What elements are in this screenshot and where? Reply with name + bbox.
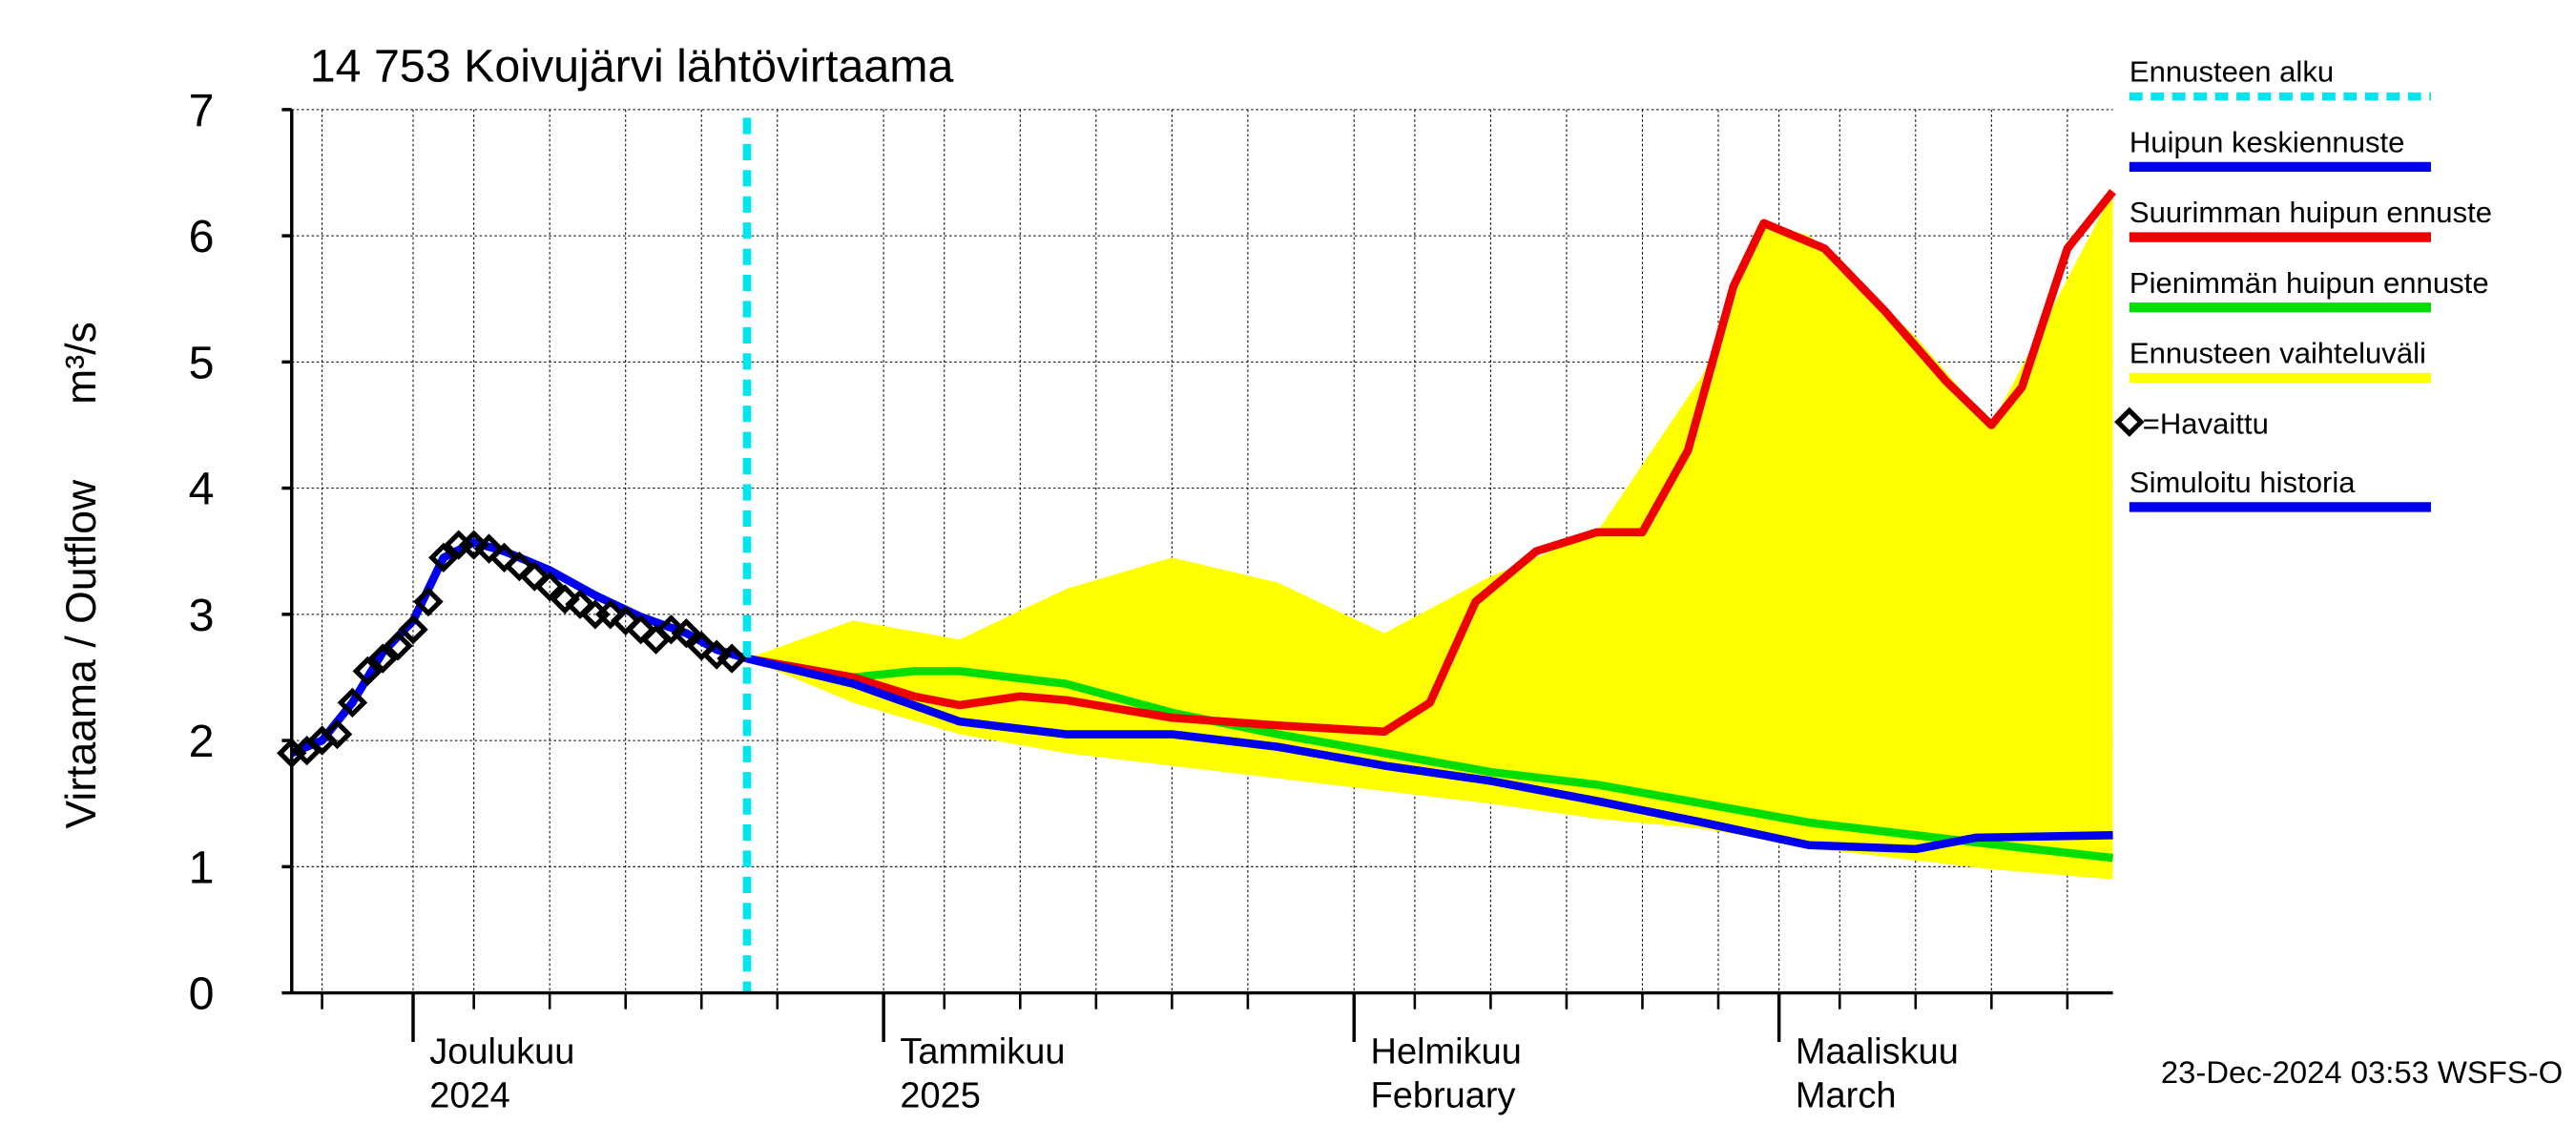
x-tick-label: Maaliskuu	[1796, 1031, 1959, 1072]
y-tick-label: 7	[189, 85, 215, 136]
legend-label: Ennusteen vaihteluväli	[2129, 337, 2426, 370]
footer: 23-Dec-2024 03:53 WSFS-O	[2161, 1054, 2563, 1090]
observed-marker	[534, 572, 565, 602]
observed-marker	[428, 542, 459, 572]
series-line	[290, 538, 749, 758]
observed-marker	[352, 656, 384, 686]
observed-marker	[322, 718, 353, 750]
series-line	[746, 655, 2113, 854]
observed-marker	[610, 605, 641, 636]
x-tick-label: February	[1371, 1076, 1516, 1116]
x-tick-label: March	[1796, 1076, 1897, 1116]
observed-marker	[337, 687, 368, 718]
observed-marker	[701, 639, 732, 670]
y-tick-label: 1	[189, 843, 215, 894]
y-tick-label: 5	[189, 338, 215, 389]
series-line	[746, 189, 2116, 737]
y-tick-label: 0	[189, 968, 215, 1020]
legend-marker	[2114, 406, 2145, 437]
legend-label: Pienimmän huipun ennuste	[2129, 266, 2489, 300]
observed-marker	[398, 614, 428, 645]
observed-marker	[413, 586, 444, 617]
observed-marker	[488, 542, 520, 572]
observed-marker	[383, 631, 413, 661]
y-axis-label: Virtaama / Outflow	[57, 479, 105, 828]
observed-marker	[504, 551, 535, 582]
observed-marker	[550, 584, 580, 614]
y-tick-label: 2	[189, 716, 215, 767]
x-tick-label: Helmikuu	[1371, 1031, 1522, 1072]
observed-marker	[655, 614, 687, 645]
observed-marker	[565, 589, 595, 619]
observed-marker	[458, 530, 489, 560]
legend-label: Huipun keskiennuste	[2129, 126, 2405, 159]
observed-marker	[595, 599, 626, 630]
x-tick-label: Joulukuu	[429, 1031, 574, 1072]
legend-label: Simuloitu historia	[2129, 466, 2356, 499]
observed-marker	[473, 533, 505, 564]
legend-label: Suurimman huipun ennuste	[2129, 196, 2492, 229]
observed-marker	[625, 614, 656, 645]
y-axis-unit: m³/s	[57, 322, 105, 405]
observed-marker	[717, 643, 747, 674]
x-tick-label: 2025	[900, 1076, 981, 1116]
x-tick-label: Tammikuu	[900, 1031, 1065, 1072]
observed-marker	[686, 631, 717, 661]
y-tick-label: 6	[189, 211, 215, 262]
observed-marker	[671, 618, 702, 649]
observed-marker	[367, 643, 398, 674]
series-line	[746, 654, 2114, 863]
observed-marker	[519, 561, 551, 592]
y-tick-label: 4	[189, 464, 215, 515]
legend-label: Ennusteen alku	[2129, 55, 2334, 89]
y-tick-label: 3	[189, 590, 215, 641]
legend-label: =Havaittu	[2143, 406, 2269, 440]
x-tick-label: 2024	[429, 1076, 510, 1116]
chart-title: 14 753 Koivujärvi lähtövirtaama	[310, 41, 954, 93]
